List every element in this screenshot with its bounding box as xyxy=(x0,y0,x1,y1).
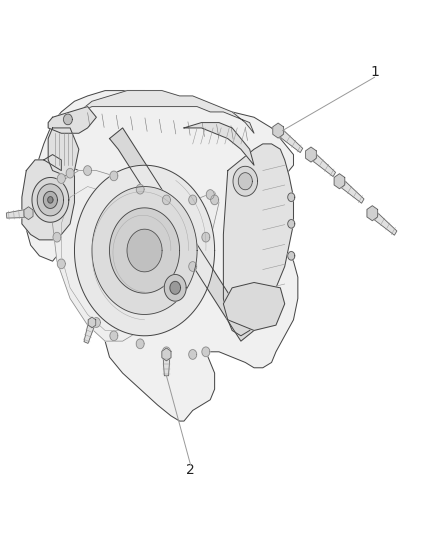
Text: 1: 1 xyxy=(370,65,379,79)
Polygon shape xyxy=(334,174,345,189)
Polygon shape xyxy=(306,147,316,162)
Polygon shape xyxy=(110,331,118,341)
Polygon shape xyxy=(202,232,210,242)
Polygon shape xyxy=(367,206,378,221)
Polygon shape xyxy=(206,190,214,199)
Polygon shape xyxy=(189,350,197,359)
Polygon shape xyxy=(162,195,170,205)
Polygon shape xyxy=(57,174,65,183)
Text: 2: 2 xyxy=(186,463,195,477)
Polygon shape xyxy=(43,191,57,208)
Polygon shape xyxy=(337,177,364,203)
Polygon shape xyxy=(184,123,254,165)
Polygon shape xyxy=(110,171,118,181)
Polygon shape xyxy=(288,220,295,228)
Polygon shape xyxy=(189,195,197,205)
Polygon shape xyxy=(48,197,53,203)
Polygon shape xyxy=(84,166,92,175)
Polygon shape xyxy=(66,168,74,178)
Polygon shape xyxy=(84,321,95,343)
Polygon shape xyxy=(44,155,61,171)
Polygon shape xyxy=(22,160,74,240)
Polygon shape xyxy=(92,318,100,327)
Polygon shape xyxy=(276,127,303,152)
Polygon shape xyxy=(273,123,283,138)
Polygon shape xyxy=(288,193,295,201)
Polygon shape xyxy=(64,114,72,125)
Polygon shape xyxy=(79,91,254,133)
Polygon shape xyxy=(170,281,180,294)
Polygon shape xyxy=(127,229,162,272)
Polygon shape xyxy=(288,252,295,260)
Polygon shape xyxy=(202,347,210,357)
Polygon shape xyxy=(110,208,180,293)
Polygon shape xyxy=(211,195,219,205)
Polygon shape xyxy=(48,128,79,176)
Polygon shape xyxy=(162,347,170,357)
Polygon shape xyxy=(233,166,258,196)
Polygon shape xyxy=(88,317,96,328)
Polygon shape xyxy=(223,282,285,330)
Polygon shape xyxy=(164,274,186,301)
Polygon shape xyxy=(57,259,65,269)
Polygon shape xyxy=(48,107,96,133)
Polygon shape xyxy=(223,144,293,336)
Polygon shape xyxy=(53,171,219,341)
Polygon shape xyxy=(370,209,397,235)
Polygon shape xyxy=(53,232,61,242)
Polygon shape xyxy=(37,184,64,216)
Polygon shape xyxy=(26,91,298,421)
Polygon shape xyxy=(32,177,69,222)
Polygon shape xyxy=(74,165,215,336)
Polygon shape xyxy=(24,207,33,220)
Polygon shape xyxy=(189,262,197,271)
Polygon shape xyxy=(7,209,29,218)
Polygon shape xyxy=(238,173,252,190)
Polygon shape xyxy=(163,354,170,376)
Polygon shape xyxy=(136,184,144,194)
Polygon shape xyxy=(162,348,171,361)
Polygon shape xyxy=(309,151,336,176)
Polygon shape xyxy=(110,128,254,341)
Polygon shape xyxy=(136,339,144,349)
Polygon shape xyxy=(92,187,197,314)
